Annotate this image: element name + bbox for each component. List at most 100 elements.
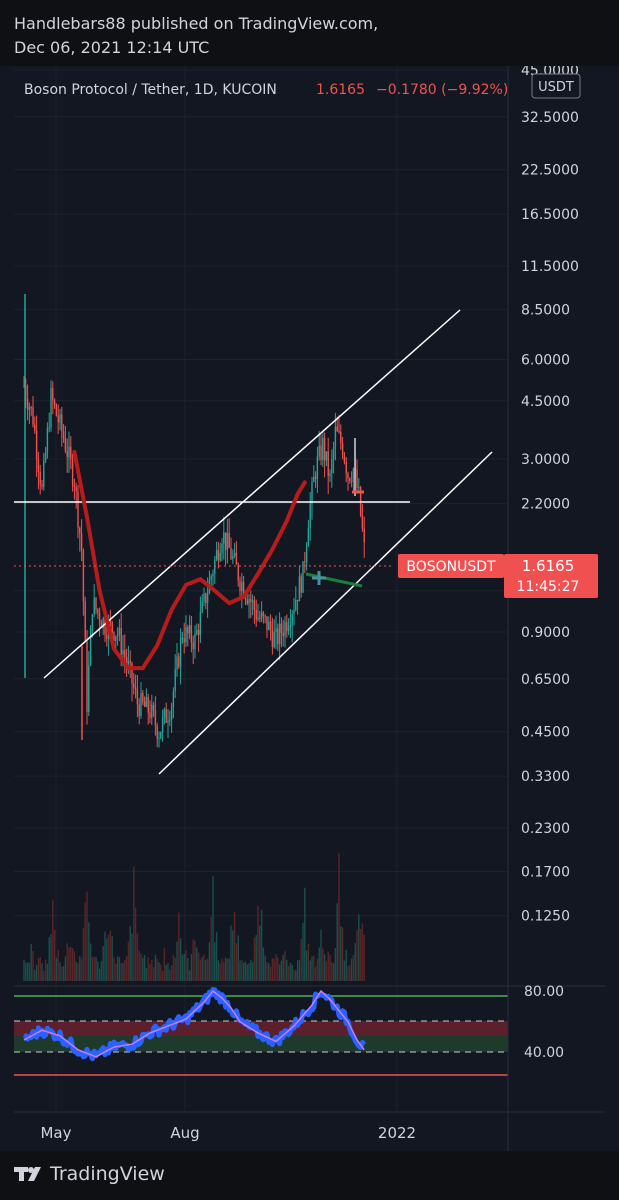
candle-body <box>185 627 187 643</box>
volume-bar <box>134 907 137 981</box>
candle-body <box>278 623 281 645</box>
candle-body <box>140 692 142 717</box>
volume-bar <box>113 957 115 981</box>
volume-bar <box>151 959 153 981</box>
price-tick: 0.6500 <box>521 672 570 688</box>
volume-bar <box>219 963 221 981</box>
candle-body <box>340 431 342 444</box>
candle-body <box>120 627 122 655</box>
volume-bar <box>106 938 108 981</box>
volume-bar <box>104 931 106 981</box>
volume-bar <box>304 887 306 981</box>
price-chart[interactable]: Boson Protocol / Tether, 1D, KUCOIN 1.61… <box>14 66 605 1151</box>
candle-body <box>273 631 275 647</box>
volume-bar <box>298 959 301 981</box>
candle-body <box>230 547 232 559</box>
candle-body <box>61 414 63 432</box>
volume-bar <box>246 964 248 981</box>
rsi-tick: 40.00 <box>524 1045 564 1061</box>
candle-body <box>336 426 338 432</box>
candle-body <box>143 701 146 707</box>
volume-bar <box>208 942 211 981</box>
candle-body <box>66 451 68 458</box>
volume-bar <box>280 960 283 981</box>
candle-body <box>250 599 252 602</box>
volume-bar <box>262 947 265 981</box>
candle-body <box>109 620 112 623</box>
volume-bar <box>296 960 299 981</box>
volume-bar <box>205 960 207 981</box>
candle-body <box>298 576 301 602</box>
candle-body <box>210 576 212 580</box>
volume-bar <box>48 937 50 981</box>
volume-bar <box>41 963 43 981</box>
volume-bar <box>199 959 202 981</box>
volume-bar <box>118 957 121 981</box>
candle-body <box>165 709 167 723</box>
volume-bar <box>338 853 340 981</box>
volume-bar <box>32 951 34 981</box>
candle-body <box>232 555 234 559</box>
volume-bar <box>82 927 85 981</box>
volume-bar <box>214 942 216 981</box>
candle-body <box>349 478 351 482</box>
volume-bar <box>95 956 97 981</box>
candle-body <box>201 601 203 612</box>
volume-bar <box>309 960 311 981</box>
chart-frame[interactable]: Boson Protocol / Tether, 1D, KUCOIN 1.61… <box>14 66 605 1151</box>
tradingview-brand[interactable]: TradingView <box>14 1163 165 1185</box>
candle-body <box>212 573 214 577</box>
volume-bar <box>250 959 252 981</box>
channel-upper-line[interactable] <box>43 309 461 679</box>
volume-bar <box>327 951 329 981</box>
volume-bar <box>120 962 122 981</box>
candle-body <box>86 641 88 713</box>
volume-bar <box>212 875 214 981</box>
volume-bar <box>161 971 164 981</box>
candle-body <box>70 446 72 460</box>
volume-bar <box>66 943 68 981</box>
candle-body <box>115 636 117 642</box>
currency-badge[interactable] <box>531 73 581 99</box>
volume-bar <box>138 950 140 981</box>
volume-bar <box>295 970 297 981</box>
candle-body <box>158 738 160 740</box>
candle-body <box>237 564 239 581</box>
price-axis[interactable]: 45.000032.500022.500016.500011.50008.500… <box>521 66 579 1061</box>
volume-bar <box>39 957 41 981</box>
candle-body <box>293 610 295 615</box>
candle-body <box>228 533 230 548</box>
candle-body <box>41 484 43 487</box>
volume-bar <box>131 933 133 981</box>
candle-body <box>122 650 124 655</box>
candle-body <box>55 404 58 416</box>
volume-bar <box>170 965 173 981</box>
candle-body <box>347 473 349 479</box>
publish-date: Dec 06, 2021 12:14 UTC <box>14 38 210 57</box>
candle-body <box>82 550 85 602</box>
volume-bar <box>109 930 112 981</box>
channel-lower-line[interactable] <box>158 451 493 775</box>
candle-body <box>311 481 313 504</box>
candle-body <box>295 600 297 611</box>
candle-body <box>221 543 223 554</box>
volume-bar <box>331 962 333 981</box>
candle-body <box>178 656 180 667</box>
volume-bar <box>307 943 310 981</box>
candle-body <box>154 710 157 726</box>
volume-bar <box>185 949 187 981</box>
candle-body <box>338 431 340 433</box>
brand-name: TradingView <box>50 1163 165 1185</box>
candle-body <box>241 581 243 592</box>
volume-bar <box>79 956 81 981</box>
candle-body <box>131 662 133 684</box>
volume-bar <box>25 962 27 981</box>
rsi-pane[interactable] <box>14 987 508 1076</box>
price-tick: 3.0000 <box>521 452 570 468</box>
candle-body <box>142 692 144 702</box>
candle-body <box>260 612 263 619</box>
time-tick-2022: 2022 <box>378 1124 416 1142</box>
price-tick: 16.5000 <box>521 207 579 223</box>
volume-bar <box>34 969 36 981</box>
volume-bar <box>347 966 349 981</box>
